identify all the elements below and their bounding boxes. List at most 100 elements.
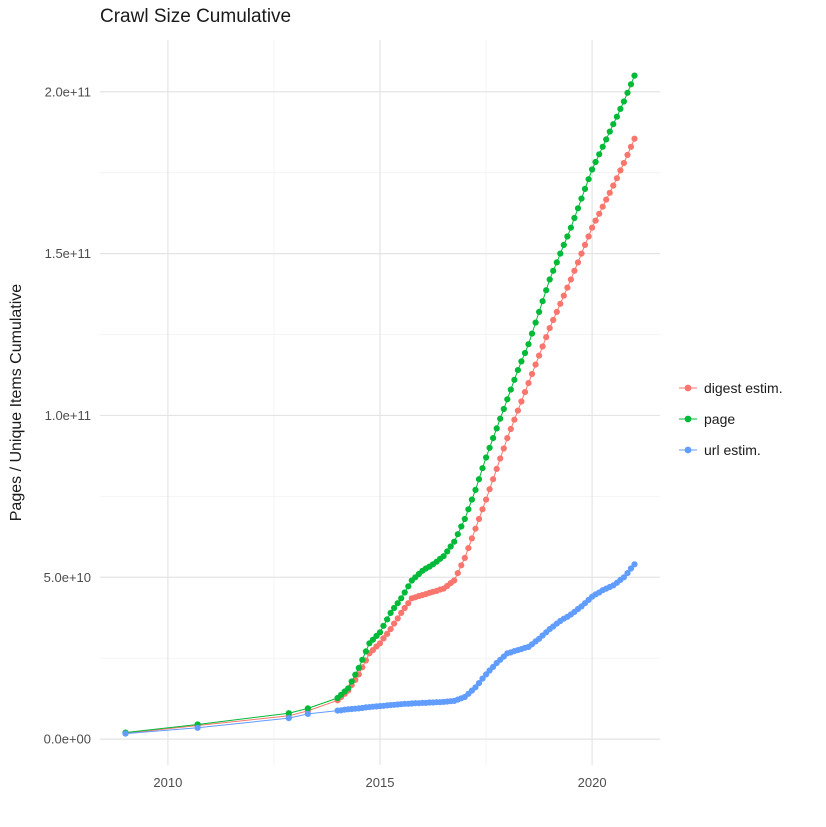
data-point <box>493 425 500 432</box>
data-point <box>472 525 479 532</box>
data-point <box>631 135 638 142</box>
data-point <box>564 233 571 240</box>
data-point <box>536 308 543 315</box>
data-point <box>610 121 617 128</box>
data-point <box>348 678 355 685</box>
data-point <box>567 224 575 231</box>
data-point <box>285 710 292 717</box>
data-point <box>490 435 497 442</box>
data-point <box>447 543 454 550</box>
data-point <box>500 445 507 452</box>
data-point <box>497 415 504 422</box>
data-point <box>483 454 490 461</box>
legend-item-page: page <box>676 410 783 428</box>
data-point <box>603 136 610 143</box>
data-point <box>497 455 504 462</box>
data-point <box>550 316 557 324</box>
data-point <box>507 386 514 393</box>
data-point <box>567 276 575 283</box>
data-point <box>362 648 369 655</box>
x-tick-label: 2020 <box>578 775 607 790</box>
legend-label: url estim. <box>704 442 761 458</box>
data-point <box>596 151 603 158</box>
data-point <box>620 159 628 167</box>
data-point <box>507 425 514 433</box>
data-point <box>525 341 532 348</box>
data-point <box>539 343 546 350</box>
data-point <box>465 506 472 513</box>
data-point <box>405 600 412 607</box>
data-point <box>352 671 359 678</box>
data-point <box>490 476 497 483</box>
y-tick-label: 2.0e+11 <box>45 84 91 99</box>
y-tick-label: 1.5e+11 <box>45 246 91 261</box>
data-point <box>440 553 447 560</box>
data-point <box>617 167 624 174</box>
data-point <box>528 330 536 337</box>
data-point <box>380 635 387 642</box>
data-point <box>475 680 483 687</box>
data-point <box>391 620 398 627</box>
data-point <box>401 589 408 596</box>
data-point <box>504 396 511 403</box>
data-point <box>345 685 352 692</box>
data-point <box>603 196 610 203</box>
data-point <box>493 465 500 472</box>
data-point <box>578 250 585 257</box>
data-point <box>511 376 518 383</box>
data-point <box>521 349 529 357</box>
data-point <box>557 300 564 307</box>
data-point <box>514 407 522 414</box>
data-point <box>585 233 592 240</box>
data-point <box>304 710 311 718</box>
data-point <box>571 214 578 222</box>
data-point <box>624 570 631 577</box>
data-point <box>465 545 472 552</box>
y-tick-label: 1.0e+11 <box>45 408 91 423</box>
data-point <box>543 334 550 341</box>
data-point <box>468 496 475 503</box>
data-point <box>405 583 412 590</box>
data-point <box>596 210 603 217</box>
legend-item-digest-estim: digest estim. <box>676 379 783 397</box>
data-point <box>521 389 529 396</box>
data-point <box>458 523 465 530</box>
data-point <box>553 259 560 266</box>
data-point <box>553 308 560 315</box>
data-point <box>384 630 391 638</box>
data-point <box>398 595 405 602</box>
data-point <box>472 684 479 691</box>
data-point <box>620 98 628 105</box>
data-point <box>613 113 621 120</box>
legend-key-icon <box>679 446 697 454</box>
data-point <box>578 195 585 202</box>
data-point <box>391 604 398 612</box>
legend-item-url-estim: url estim. <box>676 441 783 459</box>
data-point <box>454 531 461 538</box>
data-point <box>451 538 458 545</box>
data-point <box>528 370 536 378</box>
data-point <box>483 496 490 503</box>
data-point <box>539 298 546 305</box>
data-point <box>560 292 567 299</box>
data-point <box>479 506 486 513</box>
data-point <box>624 151 631 158</box>
data-point <box>359 656 366 663</box>
data-point <box>627 565 635 572</box>
data-point <box>550 267 557 274</box>
data-point <box>486 444 493 451</box>
legend-label: page <box>704 411 736 427</box>
data-point <box>627 143 635 150</box>
data-point <box>479 465 486 472</box>
data-point <box>500 405 507 413</box>
data-point <box>194 724 201 731</box>
data-point <box>543 287 550 294</box>
data-point <box>376 629 384 636</box>
data-point <box>560 241 567 248</box>
data-point <box>617 105 624 112</box>
legend-label: digest estim. <box>704 380 783 396</box>
data-point <box>461 554 468 562</box>
data-point <box>624 89 631 96</box>
data-point <box>122 730 129 737</box>
